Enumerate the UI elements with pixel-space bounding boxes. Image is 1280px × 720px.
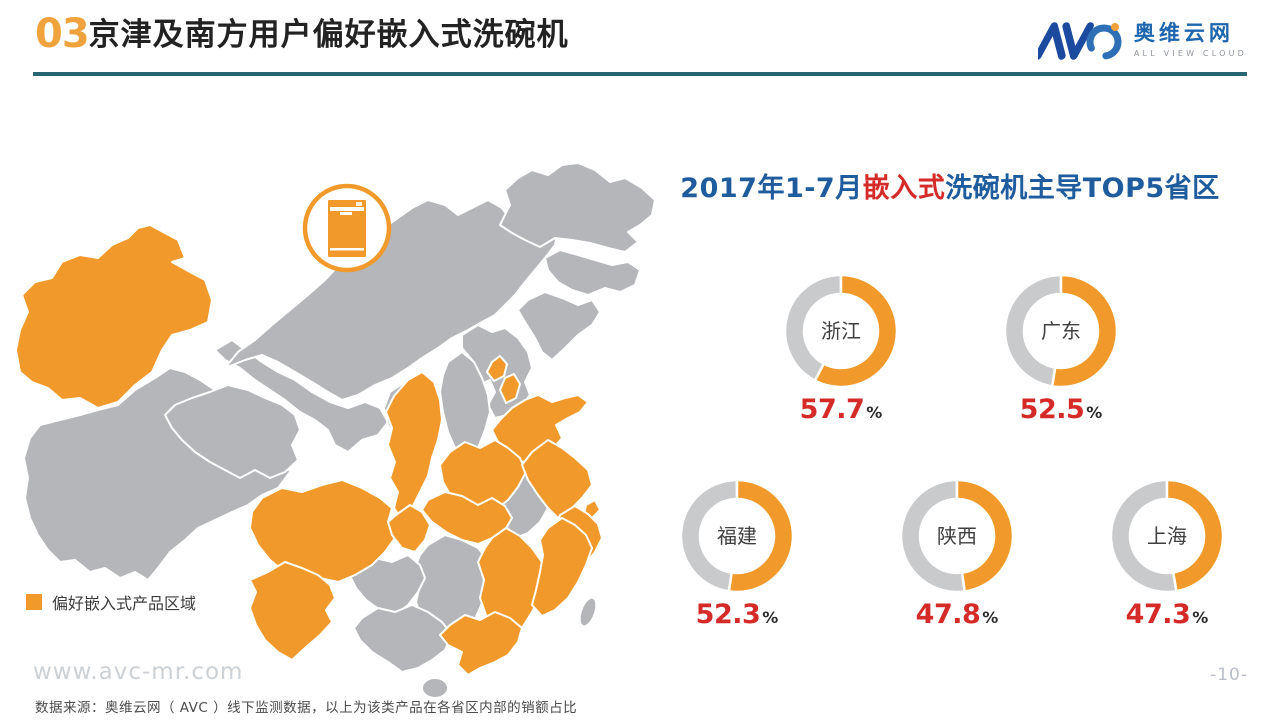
donut-percent: 52.5% [1001, 396, 1121, 423]
map-highlighted-provinces [15, 224, 603, 676]
avc-logo: 奥维云网 ALL VIEW CLOUD [1037, 18, 1247, 62]
donut-svg: 陕西 [899, 478, 1015, 594]
province-liaoning [517, 291, 601, 361]
province-fujian [531, 517, 593, 617]
donut-chart: 陕西 47.8% [897, 476, 1017, 634]
donut-chart: 上海 47.3% [1107, 476, 1227, 634]
map-legend: 偏好嵌入式产品区域 [26, 590, 196, 614]
chart-title-suffix: 洗碗机主导TOP5省区 [945, 173, 1220, 204]
province-beijing [486, 355, 508, 382]
province-chongqing [387, 504, 431, 553]
province-jiangsu [521, 439, 593, 519]
donut-chart: 广东 52.5% [1001, 271, 1121, 429]
dishwasher-icon [302, 183, 392, 273]
donut-label: 福建 [717, 524, 757, 548]
donut-svg: 上海 [1109, 478, 1225, 594]
percent-sign: % [866, 403, 883, 422]
percent-sign: % [1192, 608, 1209, 627]
donut-value-segment [955, 478, 1015, 593]
donut-percent-value: 47.8 [915, 599, 981, 630]
province-yunnan [249, 561, 336, 661]
donut-svg: 福建 [679, 478, 795, 594]
province-xinjiang [15, 224, 213, 409]
donut-chart: 浙江 57.7% [781, 271, 901, 429]
donut-remainder-segment [679, 478, 739, 593]
chart-title-prefix: 2017年1-7月 [680, 173, 863, 204]
donut-percent: 57.7% [781, 396, 901, 423]
donut-percent-value: 52.5 [1019, 394, 1085, 425]
donut-value-segment [1050, 273, 1119, 389]
donut-percent: 47.8% [897, 601, 1017, 628]
watermark: www.avc-mr.com [33, 659, 244, 685]
donut-value-segment [727, 478, 795, 594]
china-map-svg [15, 162, 656, 699]
donut-svg: 广东 [1003, 273, 1119, 389]
province-guizhou [349, 554, 426, 616]
legend-swatch [26, 594, 42, 610]
donut-percent: 52.3% [677, 601, 797, 628]
province-jilin [544, 249, 641, 296]
province-hainan [421, 677, 449, 699]
chart-title: 2017年1-7月嵌入式洗碗机主导TOP5省区 [660, 166, 1240, 205]
percent-sign: % [1086, 403, 1103, 422]
section-number: 03 [35, 11, 90, 57]
province-tianjin [499, 373, 521, 404]
donut-chart: 福建 52.3% [677, 476, 797, 634]
legend-label: 偏好嵌入式产品区域 [52, 594, 197, 613]
donut-percent-value: 47.3 [1125, 599, 1191, 630]
donut-remainder-segment [899, 478, 967, 594]
donut-remainder-segment [1109, 478, 1178, 594]
donut-value-segment [1165, 478, 1225, 593]
province-taiwan [578, 596, 598, 628]
donut-percent: 47.3% [1107, 601, 1227, 628]
data-source-note: 数据来源：奥维云网（ AVC ）线下监测数据，以上为该类产品在各省区内部的销额占… [35, 700, 578, 716]
donut-label: 上海 [1147, 524, 1187, 548]
percent-sign: % [982, 608, 999, 627]
province-guangdong [439, 611, 523, 676]
province-guangxi [353, 604, 453, 673]
donut-label: 陕西 [937, 524, 977, 548]
logo-tagline: ALL VIEW CLOUD [1133, 48, 1247, 58]
province-gansu [214, 339, 389, 453]
province-qinghai [164, 384, 301, 479]
logo-name-cn: 奥维云网 [1133, 21, 1234, 46]
province-heilongjiang [499, 162, 656, 253]
donut-percent-value: 57.7 [799, 394, 865, 425]
page-title: 京津及南方用户偏好嵌入式洗碗机 [88, 17, 569, 54]
donut-svg: 浙江 [783, 273, 899, 389]
chart-title-highlight: 嵌入式 [862, 173, 946, 204]
donut-label: 浙江 [821, 319, 861, 343]
slide-header: 03 京津及南方用户偏好嵌入式洗碗机 [35, 14, 569, 54]
china-map [10, 155, 670, 710]
avc-logo-icon [1037, 22, 1122, 60]
donut-value-segment [813, 273, 899, 389]
donut-remainder-segment [1003, 273, 1063, 388]
donut-percent-value: 52.3 [695, 599, 761, 630]
percent-sign: % [762, 608, 779, 627]
header-divider [33, 72, 1247, 76]
province-sichuan [249, 479, 396, 583]
page-number: -10- [1210, 665, 1248, 685]
donut-label: 广东 [1041, 319, 1081, 343]
